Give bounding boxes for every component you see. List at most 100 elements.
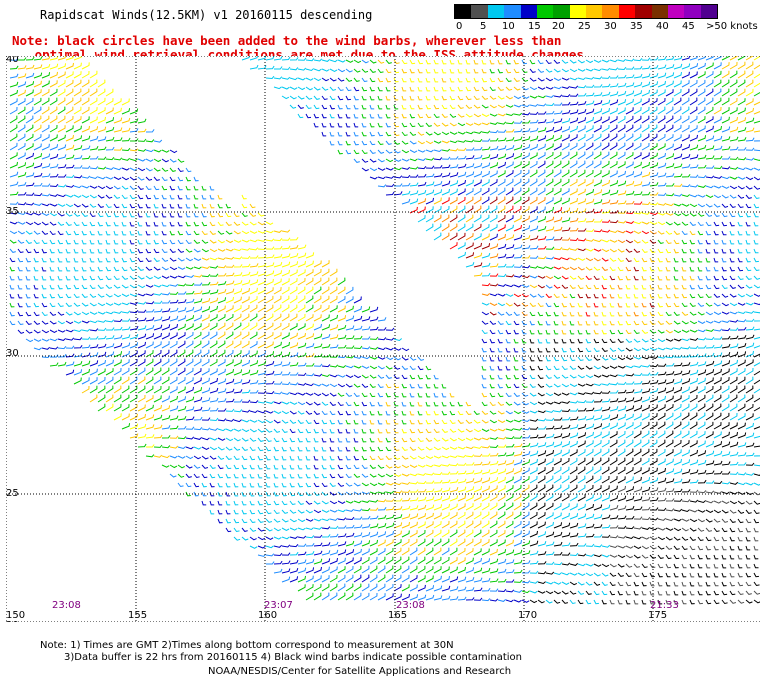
wind-barb [753,257,759,263]
wind-barb [729,335,739,340]
wind-barb [705,125,714,133]
wind-barb [273,552,283,557]
wind-barb [361,507,371,512]
wind-barb [353,392,360,397]
wind-barb [57,302,64,308]
wind-barb [529,95,538,99]
wind-barb [393,514,403,520]
wind-barb [49,71,58,79]
wind-barb [529,347,535,353]
wind-barb [569,347,575,353]
wind-barb [641,311,647,317]
wind-barb [609,239,618,243]
wind-barb [441,77,447,83]
wind-barb [297,428,304,434]
wind-barb [505,284,514,288]
wind-barb [361,446,367,452]
wind-barb [585,59,594,64]
wind-barb [489,428,498,432]
wind-barb [561,93,571,98]
wind-barb [297,372,307,376]
wind-barb [33,275,39,281]
wind-barb [609,535,619,539]
wind-barb [449,419,456,425]
wind-barb [481,104,489,109]
wind-barb [401,140,409,145]
wind-barb [225,491,231,497]
wind-barb [113,185,121,190]
wind-barb [97,403,106,412]
wind-barb [401,513,411,520]
wind-barb [353,374,362,379]
wind-barb [137,293,146,297]
wind-barb [305,58,315,62]
wind-barb [305,314,314,322]
wind-barb [537,178,546,187]
wind-barb [681,395,690,403]
wind-barb [641,486,651,493]
wind-barb [353,473,361,478]
wind-barb [689,88,698,97]
wind-barb [225,203,231,209]
wind-barb [305,592,314,601]
wind-barb [585,320,591,326]
wind-barb [57,194,66,198]
wind-barb [290,372,299,376]
wind-barb [145,284,154,288]
wind-barb [697,302,705,307]
wind-barb [177,396,187,403]
wind-barb [713,581,719,587]
wind-barb [393,68,400,74]
wind-barb [393,338,403,342]
wind-barb [401,530,410,538]
wind-barb [33,293,39,299]
wind-barb [641,275,647,281]
wind-barb [713,352,723,358]
wind-barb [377,556,386,565]
wind-barb [417,113,424,119]
wind-barb [257,536,266,541]
wind-barb [497,243,507,250]
wind-barb [689,144,699,151]
wind-barb [649,517,659,521]
wind-barb [338,525,347,529]
wind-barb [641,293,647,299]
wind-barb [617,99,627,106]
wind-barb [33,248,40,254]
wind-barb [529,284,538,289]
wind-barb [633,329,640,335]
wind-barb [361,356,370,360]
wind-barb [81,266,87,272]
wind-barb [673,527,682,532]
wind-barb [337,122,343,128]
wind-barb [481,302,490,306]
wind-barb [305,304,314,313]
wind-barb [425,223,434,232]
wind-barb [321,558,331,565]
wind-barb [593,599,599,605]
wind-barb [393,455,401,460]
wind-barb [377,464,385,469]
wind-barb [545,356,551,362]
wind-barb [665,80,674,88]
wind-barb [81,212,88,217]
wind-barb [289,332,298,340]
wind-barb [313,542,323,547]
wind-barb [681,554,687,560]
wind-barb [249,203,256,209]
wind-barb [385,498,395,502]
wind-barb [329,354,339,358]
wind-barb [457,586,467,592]
wind-barb [473,171,483,178]
wind-barb [201,397,211,403]
wind-barb [321,324,331,331]
wind-barb [177,406,187,412]
wind-barb [321,104,328,110]
wind-barb [209,203,215,209]
wind-barb [561,400,571,404]
wind-barb [457,410,464,416]
wind-barb [25,192,35,196]
wind-barb [489,263,499,268]
wind-barb [209,239,217,244]
wind-barb [585,484,594,493]
